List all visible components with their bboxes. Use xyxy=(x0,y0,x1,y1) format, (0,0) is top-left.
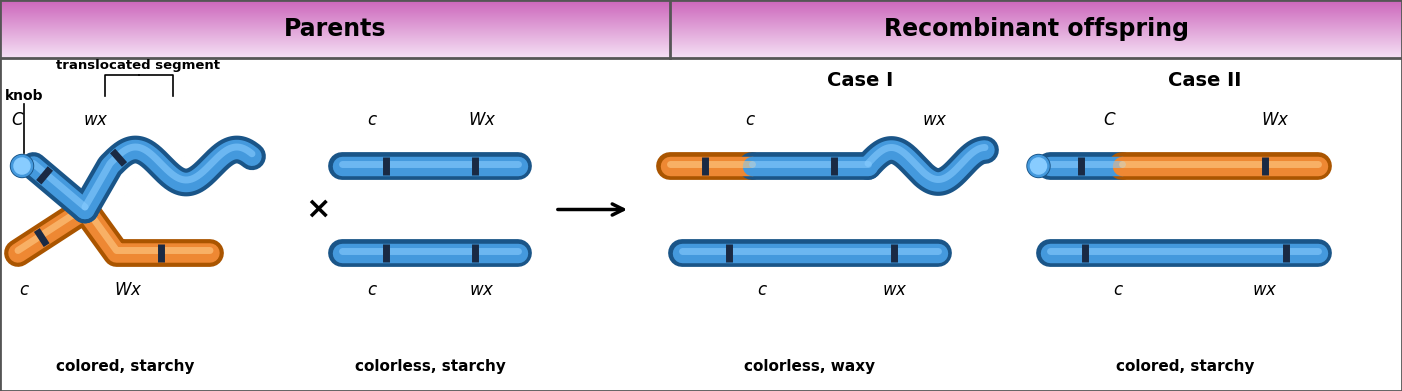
Text: $\mathit{c}$: $\mathit{c}$ xyxy=(757,281,767,299)
Text: colorless, starchy: colorless, starchy xyxy=(355,359,506,373)
Text: Case I: Case I xyxy=(827,72,893,90)
Text: $\mathit{c}$: $\mathit{c}$ xyxy=(366,111,377,129)
Text: $\mathit{wx}$: $\mathit{wx}$ xyxy=(923,111,948,129)
Circle shape xyxy=(1028,154,1050,178)
Text: ×: × xyxy=(306,195,331,224)
Text: translocated segment: translocated segment xyxy=(56,59,220,72)
Text: $\mathit{Wx}$: $\mathit{Wx}$ xyxy=(114,281,142,299)
Circle shape xyxy=(10,154,34,178)
Circle shape xyxy=(11,155,32,177)
Circle shape xyxy=(14,158,29,174)
Text: $\mathit{Wx}$: $\mathit{Wx}$ xyxy=(1260,111,1290,129)
Circle shape xyxy=(1028,155,1049,177)
Circle shape xyxy=(1030,158,1046,174)
Text: $\mathit{C}$: $\mathit{C}$ xyxy=(1103,111,1117,129)
Text: $\mathit{c}$: $\mathit{c}$ xyxy=(18,281,29,299)
Text: $\mathit{wx}$: $\mathit{wx}$ xyxy=(1252,281,1277,299)
Text: colored, starchy: colored, starchy xyxy=(56,359,195,373)
Text: $\mathit{c}$: $\mathit{c}$ xyxy=(1113,281,1123,299)
Text: colorless, waxy: colorless, waxy xyxy=(744,359,876,373)
Text: Case II: Case II xyxy=(1168,72,1242,90)
Text: $\mathit{wx}$: $\mathit{wx}$ xyxy=(470,281,495,299)
Text: Recombinant offspring: Recombinant offspring xyxy=(883,17,1189,41)
Text: colored, starchy: colored, starchy xyxy=(1116,359,1255,373)
Text: $\mathit{c}$: $\mathit{c}$ xyxy=(744,111,756,129)
Text: knob: knob xyxy=(6,89,43,103)
Text: $\mathit{C}$: $\mathit{C}$ xyxy=(11,111,24,129)
Text: $\mathit{c}$: $\mathit{c}$ xyxy=(366,281,377,299)
Text: $\mathit{wx}$: $\mathit{wx}$ xyxy=(83,111,109,129)
Text: $\mathit{wx}$: $\mathit{wx}$ xyxy=(882,281,907,299)
Text: $\mathit{Wx}$: $\mathit{Wx}$ xyxy=(468,111,496,129)
Text: Parents: Parents xyxy=(283,17,387,41)
